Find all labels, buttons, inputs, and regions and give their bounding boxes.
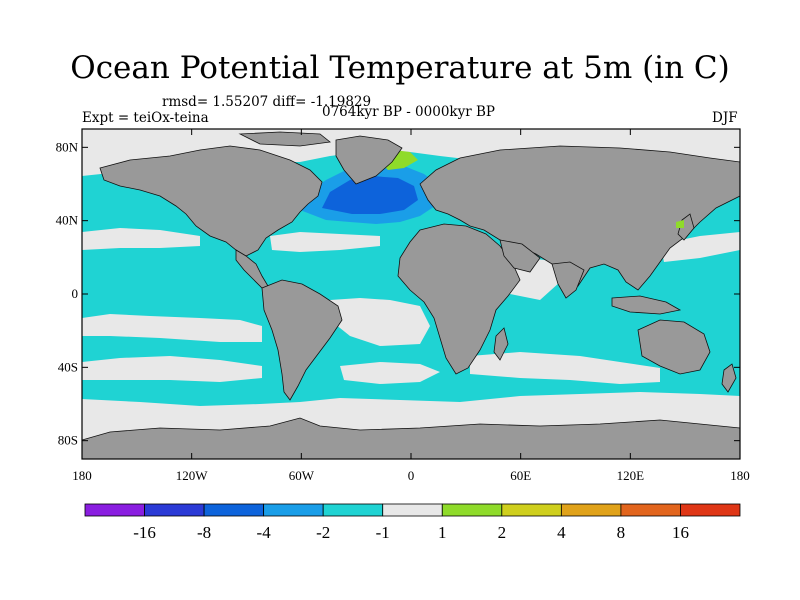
x-tick-label: 60W	[289, 468, 315, 483]
colorbar-label: 2	[498, 523, 507, 542]
colorbar-label: -2	[316, 523, 330, 542]
map-panel	[82, 129, 740, 459]
x-tick-label: 120E	[617, 468, 645, 483]
land-eurasia	[419, 145, 740, 291]
anomaly-atlantic-band	[270, 232, 380, 252]
colorbar-label: 1	[438, 523, 447, 542]
x-tick-label: 0	[408, 468, 415, 483]
anomaly-equatorial-atlantic	[330, 298, 430, 346]
anomaly-equatorial-pacific	[82, 314, 262, 342]
colorbar-bin	[620, 503, 681, 517]
y-tick-label: 80N	[56, 139, 79, 154]
colorbar-label: -8	[197, 523, 211, 542]
land-arctic-islands	[238, 131, 331, 147]
y-tick-label: 80S	[58, 433, 78, 448]
x-tick-label: 60E	[510, 468, 531, 483]
land-indonesia	[611, 295, 682, 315]
anomaly-north-pacific-gray	[660, 232, 740, 262]
stats-label: rmsd= 1.55207 diff= -1.19829	[162, 94, 372, 110]
anomaly-japan-warming	[676, 220, 684, 228]
colorbar-bin	[560, 503, 622, 517]
anomaly-south-indian-band	[470, 352, 660, 384]
x-axis: 180 120W 60W 0 60E 120E 180	[72, 129, 750, 483]
colorbar-label: 8	[617, 523, 626, 542]
map-title: Ocean Potential Temperature at 5m (in C)	[70, 50, 730, 86]
colorbar-bin	[84, 503, 145, 517]
colorbar-bin	[501, 503, 562, 517]
y-axis: 80N 40N 0 40S 80S	[56, 139, 740, 448]
y-tick-label: 0	[72, 286, 79, 301]
colorbar: -16 -8 -4 -2 -1 1 2 4 8 16	[84, 503, 741, 542]
y-tick-label: 40N	[56, 213, 79, 228]
colorbar-label: -16	[133, 523, 156, 542]
anomaly-north-atlantic-deep-cooling	[322, 176, 418, 214]
land-antarctica	[82, 417, 740, 459]
land-india	[551, 261, 585, 299]
land-south-america	[261, 279, 343, 401]
anomaly-north-pacific-gray-west	[82, 228, 200, 250]
land-africa	[397, 223, 521, 375]
land-new-zealand	[721, 363, 737, 393]
land-greenland	[335, 135, 403, 185]
colorbar-bin	[144, 503, 205, 517]
x-tick-label: 180	[72, 468, 92, 483]
land-australia	[637, 319, 711, 375]
experiment-label: Expt = teiOx-teina	[82, 110, 209, 126]
land-layer	[82, 131, 740, 459]
colorbar-bin	[263, 503, 324, 517]
y-tick-label: 40S	[58, 359, 78, 374]
colorbar-bin	[382, 503, 443, 517]
anomaly-south-pacific-band	[82, 356, 262, 382]
colorbar-label: 4	[557, 523, 566, 542]
colorbar-label: -4	[257, 523, 272, 542]
x-tick-label: 120W	[176, 468, 209, 483]
colorbar-bin	[203, 503, 265, 517]
colorbar-label: -1	[376, 523, 390, 542]
colorbar-bin	[680, 503, 741, 517]
anomaly-south-atlantic-band	[340, 362, 440, 384]
land-madagascar	[493, 327, 509, 361]
land-north-america	[99, 145, 323, 257]
x-tick-label: 180	[730, 468, 750, 483]
colorbar-label: 16	[672, 523, 689, 542]
colorbar-bin	[322, 503, 384, 517]
land-arabia	[499, 239, 541, 273]
time-range-label: 0764kyr BP - 0000kyr BP	[322, 104, 495, 120]
colorbar-bin	[441, 503, 503, 517]
season-label: DJF	[712, 110, 738, 126]
